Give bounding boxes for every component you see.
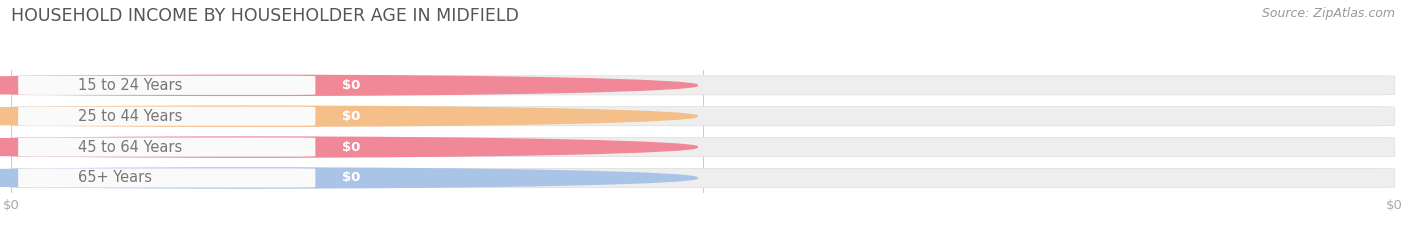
- Circle shape: [0, 137, 697, 157]
- Text: Source: ZipAtlas.com: Source: ZipAtlas.com: [1261, 7, 1395, 20]
- Circle shape: [0, 106, 697, 126]
- FancyBboxPatch shape: [18, 107, 315, 126]
- Text: 65+ Years: 65+ Years: [77, 171, 152, 185]
- Text: HOUSEHOLD INCOME BY HOUSEHOLDER AGE IN MIDFIELD: HOUSEHOLD INCOME BY HOUSEHOLDER AGE IN M…: [11, 7, 519, 25]
- Circle shape: [0, 75, 697, 95]
- Text: 25 to 44 Years: 25 to 44 Years: [77, 109, 181, 124]
- FancyBboxPatch shape: [315, 107, 388, 126]
- Circle shape: [0, 168, 697, 188]
- Text: $0: $0: [343, 140, 361, 154]
- FancyBboxPatch shape: [315, 168, 388, 188]
- FancyBboxPatch shape: [18, 137, 315, 157]
- FancyBboxPatch shape: [11, 76, 1395, 95]
- FancyBboxPatch shape: [11, 137, 1395, 157]
- Text: $0: $0: [343, 171, 361, 185]
- FancyBboxPatch shape: [11, 168, 1395, 188]
- FancyBboxPatch shape: [18, 76, 315, 95]
- FancyBboxPatch shape: [18, 168, 315, 188]
- Text: $0: $0: [343, 110, 361, 123]
- FancyBboxPatch shape: [315, 137, 388, 157]
- FancyBboxPatch shape: [315, 76, 388, 95]
- Text: 15 to 24 Years: 15 to 24 Years: [77, 78, 181, 93]
- FancyBboxPatch shape: [11, 107, 1395, 126]
- Text: 45 to 64 Years: 45 to 64 Years: [77, 140, 181, 154]
- Text: $0: $0: [343, 79, 361, 92]
